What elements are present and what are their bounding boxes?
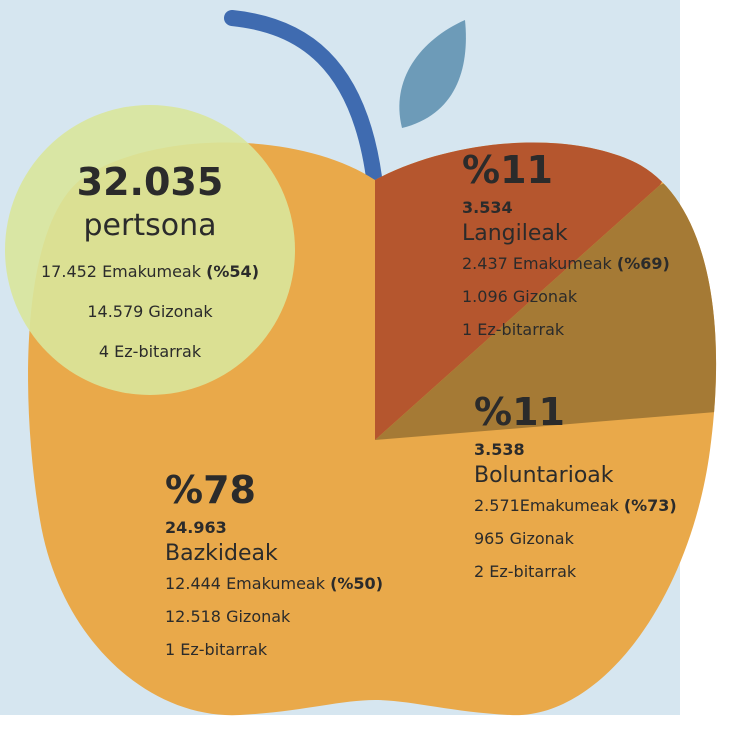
group-nonbinary: 2 Ez-bitarrak	[474, 562, 577, 581]
leaf	[399, 20, 466, 128]
stem	[224, 10, 383, 193]
percent: (%69)	[616, 254, 670, 273]
wedge-boluntarioak	[375, 150, 717, 440]
group-percent: %78	[165, 468, 256, 512]
total-nonbinary: 4 Ez-bitarrak	[98, 342, 202, 361]
text: 12.444 Emakumeak	[165, 574, 325, 593]
group-nonbinary: 1 Ez-bitarrak	[165, 640, 268, 659]
group-women: 2.437 Emakumeak (%69)	[462, 254, 670, 273]
percent: (%73)	[623, 496, 677, 515]
text: 2.571Emakumeak	[474, 496, 619, 515]
group: %11 3.534 Langileak 2.437 Emakumeak (%69) 1.…	[462, 148, 670, 339]
total-circle	[5, 105, 295, 395]
text: 2.437 Emakumeak	[462, 254, 612, 273]
total-number: 32.035	[76, 160, 224, 204]
group-name: Boluntarioak	[474, 463, 614, 488]
group-name: Langileak	[462, 221, 568, 246]
wedge-langileak	[375, 142, 700, 440]
group: %11 3.538 Boluntarioak 2.571Emakumeak (%73)…	[474, 390, 677, 581]
group-women: 12.444 Emakumeak (%50)	[165, 574, 383, 593]
total-unit: pertsona	[83, 208, 217, 243]
group-men: 1.096 Gizonak	[462, 287, 578, 306]
percent: (%50)	[330, 574, 383, 593]
group-nonbinary: 1 Ez-bitarrak	[462, 320, 565, 339]
group-percent: %11	[462, 148, 553, 192]
group-count: 24.963	[165, 518, 227, 537]
group-percent: %11	[474, 390, 565, 434]
group-women: 2.571Emakumeak (%73)	[474, 496, 677, 515]
group-name: Bazkideak	[165, 541, 278, 566]
percent: (%54)	[206, 262, 259, 281]
group-count: 3.534	[462, 198, 513, 217]
total-women: 17.452 Emakumeak (%54)	[0, 262, 300, 281]
group-men: 12.518 Gizonak	[165, 607, 291, 626]
group-count: 3.538	[474, 440, 525, 459]
group: %78 24.963 Bazkideak 12.444 Emakumeak (%50)…	[165, 468, 383, 659]
text: 17.452 Emakumeak	[41, 262, 201, 281]
total-men: 14.579 Gizonak	[87, 302, 213, 321]
group-men: 965 Gizonak	[474, 529, 574, 548]
